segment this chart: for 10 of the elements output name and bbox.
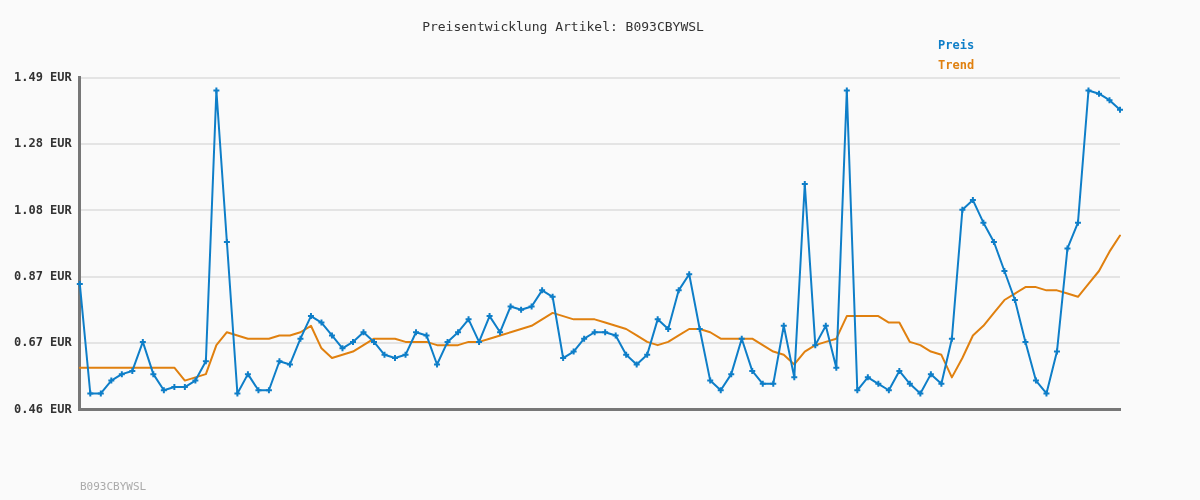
y-tick-label: 0.87 EUR — [14, 268, 73, 283]
y-tick-label: 0.46 EUR — [14, 401, 73, 416]
y-tick-label: 1.28 EUR — [14, 136, 73, 151]
chart-title: Preisentwicklung Artikel: B093CBYWSL — [422, 19, 705, 35]
text: B093CBYWSL — [80, 480, 147, 493]
text: Preis — [938, 38, 975, 53]
y-tick-label: 1.08 EUR — [14, 202, 73, 217]
y-tick-label: 1.49 EUR — [14, 69, 73, 84]
text: Trend — [938, 58, 975, 73]
y-tick-label: 0.67 EUR — [14, 335, 73, 350]
